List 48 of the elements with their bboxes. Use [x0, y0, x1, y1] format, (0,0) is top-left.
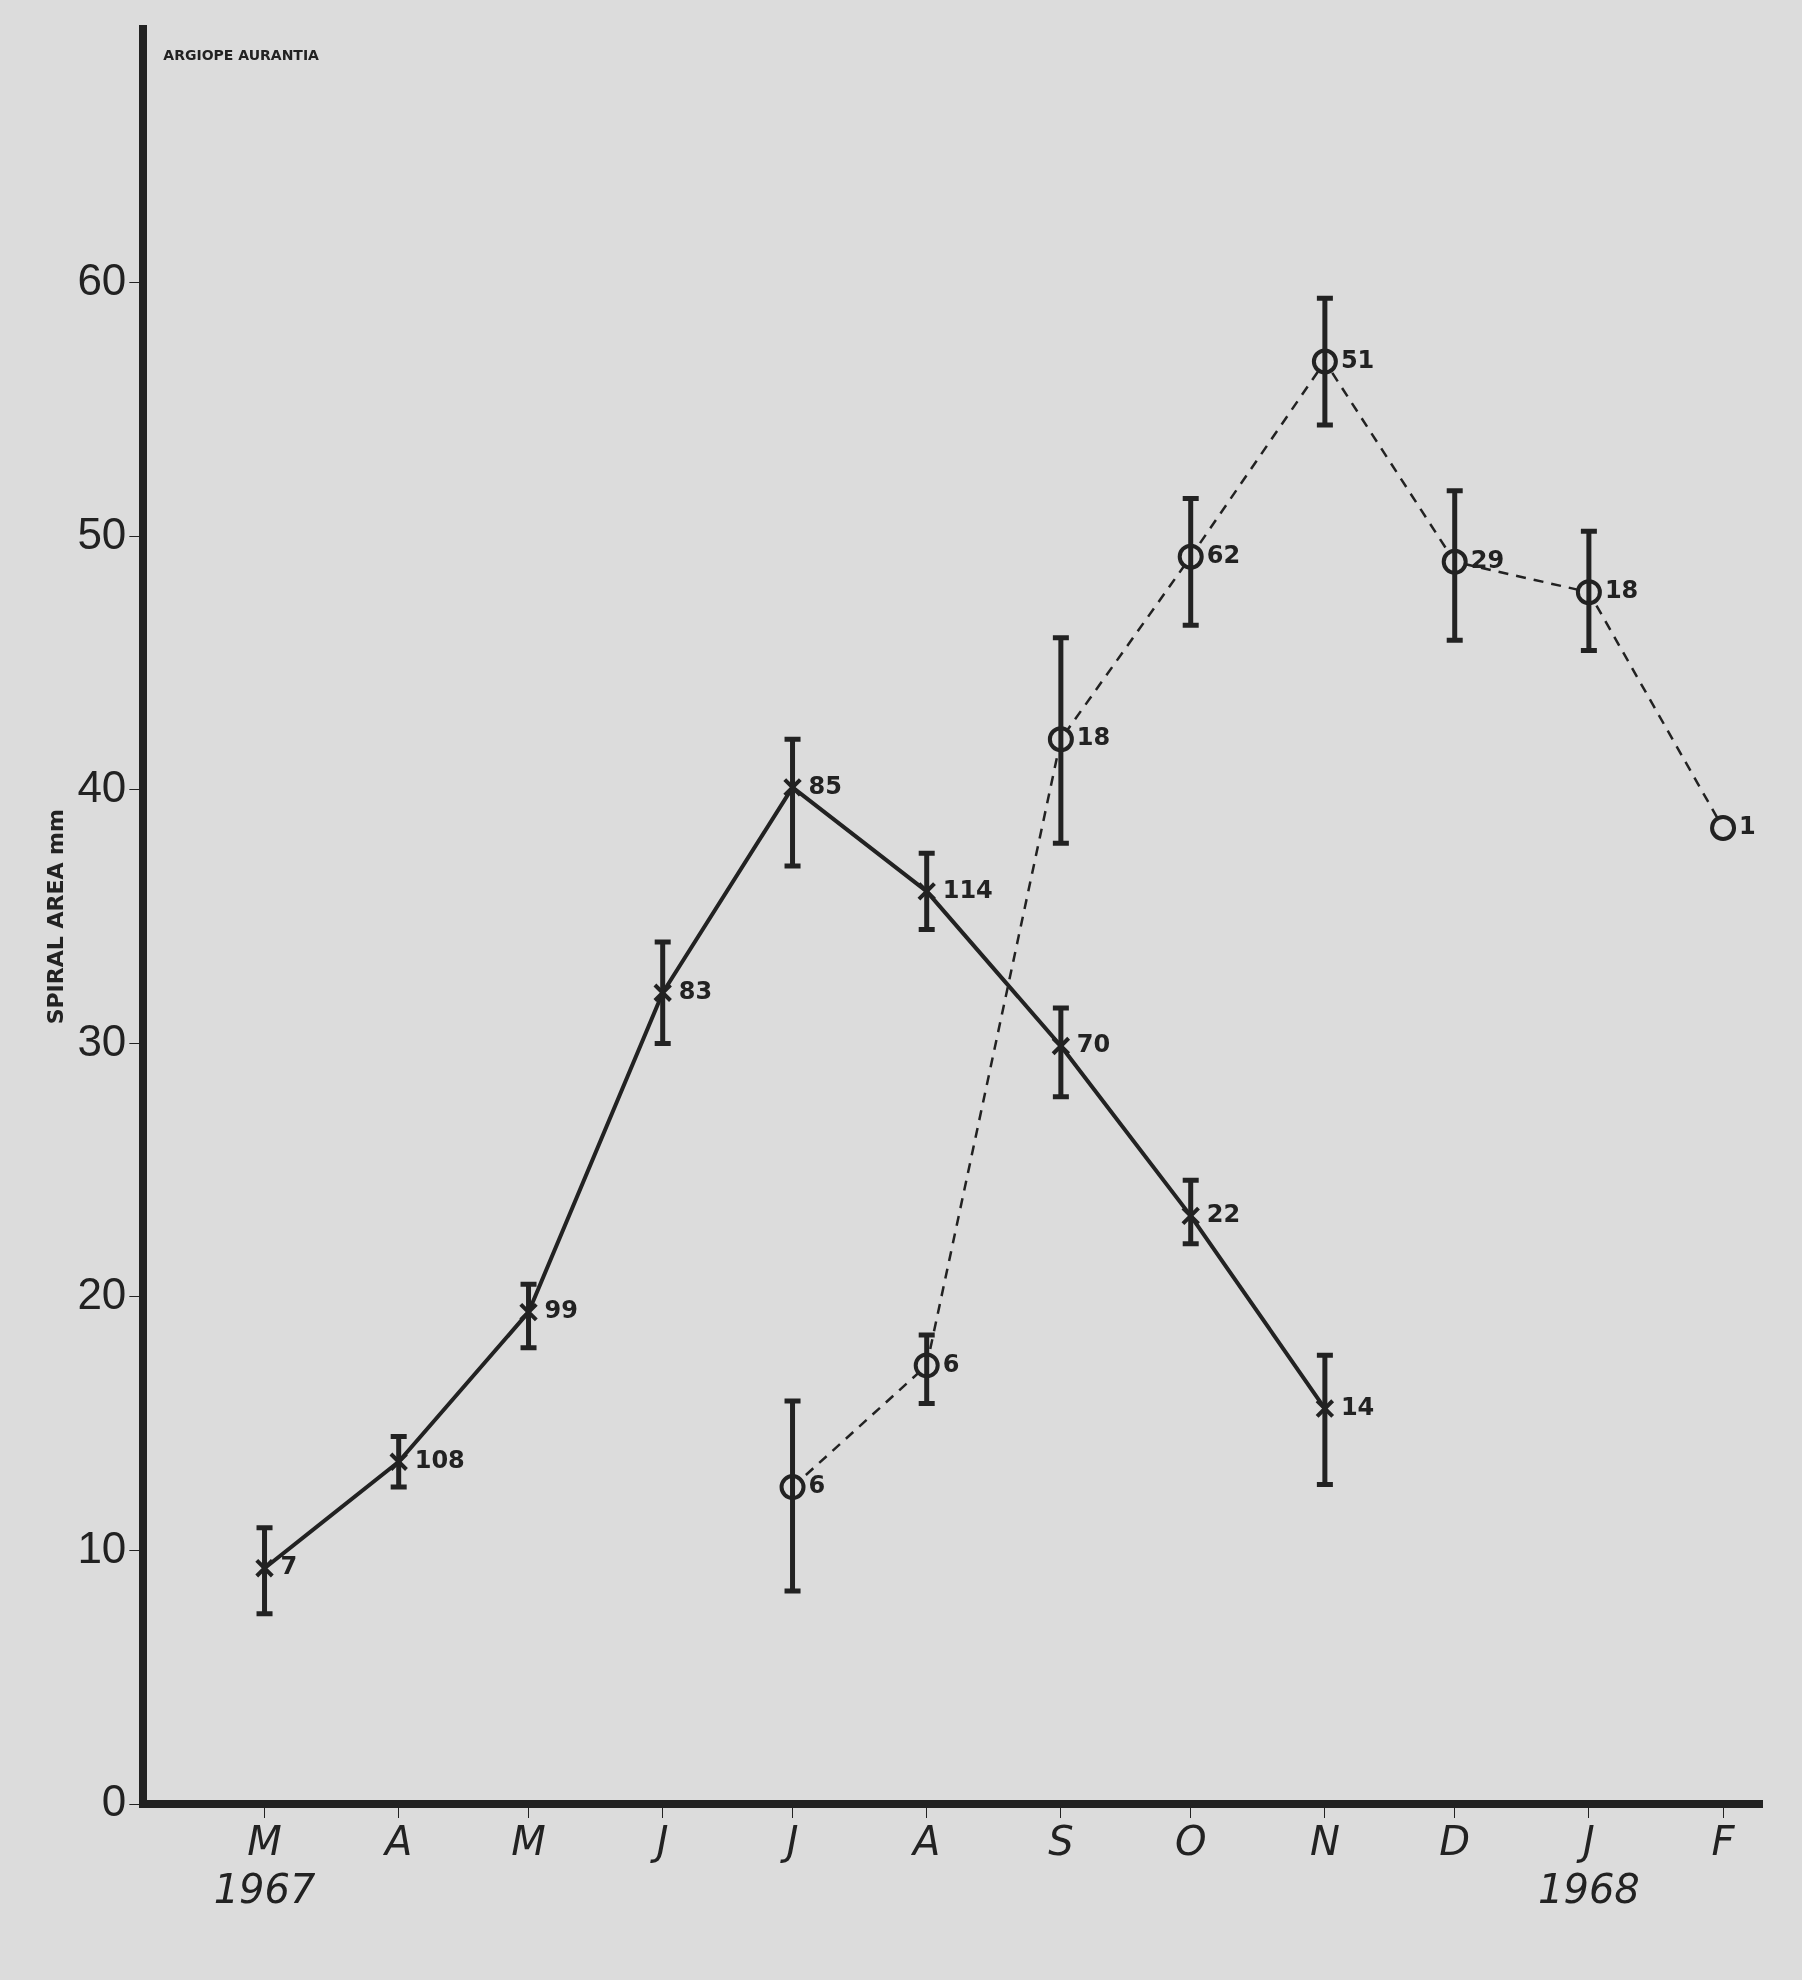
annotation: 114 [942, 875, 993, 904]
point [1180, 1206, 1201, 1226]
point [652, 982, 673, 1003]
y-tick-label: 30 [77, 1015, 127, 1065]
point [782, 777, 803, 798]
annotation: 1 [1739, 812, 1756, 841]
annotation: 108 [414, 1445, 465, 1474]
point [1315, 1398, 1335, 1419]
annotation: 51 [1340, 345, 1375, 374]
annotation: 83 [678, 976, 713, 1005]
y-tick-label: 0 [101, 1776, 127, 1826]
x-tick-label: J 1968 [1537, 1818, 1640, 1913]
point [1051, 1036, 1071, 1056]
x-tick-label: M [511, 1818, 546, 1865]
x-tick-label: O [1174, 1818, 1207, 1865]
point [254, 1558, 275, 1579]
annotation: 18 [1604, 576, 1639, 605]
x-tick-label: M 1967 [213, 1818, 316, 1913]
annotation: 22 [1206, 1200, 1241, 1229]
annotation: 6 [942, 1349, 960, 1378]
x-tick-label: A [382, 1818, 413, 1865]
x-tick-label: N [1309, 1818, 1340, 1865]
x-tick-label: J [779, 1818, 799, 1865]
annotation: 18 [1076, 723, 1111, 752]
annotation: 85 [808, 771, 842, 800]
y-tick-label: 50 [77, 508, 127, 558]
annotation: 99 [544, 1296, 578, 1325]
annotation: 7 [280, 1552, 298, 1581]
x-tick-label: F [1711, 1818, 1736, 1865]
x-tick-label: S [1048, 1818, 1074, 1865]
point [388, 1451, 409, 1472]
y-tick-label: 10 [77, 1522, 127, 1572]
y-tick-label: 20 [77, 1269, 127, 1319]
annotation: 14 [1340, 1392, 1375, 1421]
annotation: 70 [1076, 1030, 1111, 1059]
x-tick-label: A [910, 1818, 941, 1865]
x-tick-label: D [1439, 1818, 1471, 1865]
point [1710, 814, 1737, 841]
annotation: 62 [1206, 540, 1241, 569]
point [916, 881, 937, 902]
text: ARGIOPE AURANTIA [163, 47, 320, 64]
y-tick-label: 40 [77, 762, 127, 812]
point [518, 1302, 539, 1322]
annotation: 29 [1470, 546, 1505, 575]
y-axis-title: SPIRAL AREA mm [42, 809, 68, 1025]
annotation: 6 [808, 1471, 826, 1500]
x-tick-label: J [649, 1818, 669, 1865]
y-tick-label: 60 [77, 255, 127, 305]
